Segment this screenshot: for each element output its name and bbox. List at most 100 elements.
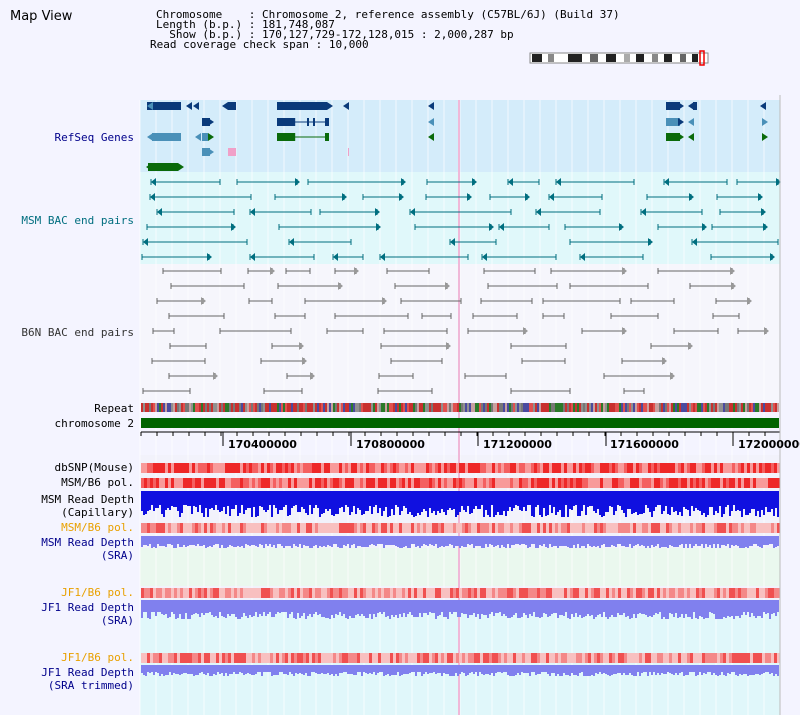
read-depth-bar xyxy=(629,536,631,544)
track-label-msm-b6-pol-2[interactable]: MSM/B6 pol. xyxy=(61,521,134,534)
read-depth-bar xyxy=(471,665,473,672)
read-depth-bar xyxy=(467,536,469,544)
read-depth-bar xyxy=(663,491,665,511)
track-label-b6n-bac[interactable]: B6N BAC end pairs xyxy=(21,326,134,339)
polymorphism-cell xyxy=(234,463,237,473)
polymorphism-cell xyxy=(687,588,690,598)
polymorphism-cell xyxy=(210,588,213,598)
polymorphism-cell xyxy=(465,478,468,488)
read-depth-bar xyxy=(317,491,319,508)
read-depth-bar xyxy=(463,600,465,614)
track-label-msm-depth-sra[interactable]: MSM Read Depth xyxy=(41,536,134,549)
strand-arrow xyxy=(178,163,184,171)
track-label-msm-b6-pol[interactable]: MSM/B6 pol. xyxy=(61,476,134,489)
read-depth-bar xyxy=(599,491,601,515)
polymorphism-cell xyxy=(663,463,666,473)
repeat-element xyxy=(149,403,151,412)
polymorphism-cell xyxy=(273,653,276,663)
polymorphism-cell xyxy=(645,653,648,663)
repeat-element xyxy=(335,403,337,412)
read-depth-bar xyxy=(673,536,675,547)
repeat-element xyxy=(639,403,641,412)
read-depth-bar xyxy=(561,491,563,517)
polymorphism-cell xyxy=(576,478,579,488)
polymorphism-cell xyxy=(447,478,450,488)
polymorphism-cell xyxy=(489,653,492,663)
read-depth-bar xyxy=(173,600,175,614)
polymorphism-cell xyxy=(351,588,354,598)
track-label-repeat[interactable]: Repeat xyxy=(94,402,134,415)
polymorphism-cell xyxy=(243,463,246,473)
polymorphism-cell xyxy=(498,463,501,473)
polymorphism-cell xyxy=(552,463,555,473)
polymorphism-cell xyxy=(594,653,597,663)
polymorphism-cell xyxy=(618,463,621,473)
read-depth-bar xyxy=(589,600,591,616)
read-depth-bar xyxy=(377,536,379,544)
polymorphism-cell xyxy=(726,523,729,533)
read-depth-bar xyxy=(553,600,555,613)
polymorphism-cell xyxy=(705,653,708,663)
polymorphism-cell xyxy=(279,523,282,533)
track-label-jf1-depth-sra[interactable]: JF1 Read Depth xyxy=(41,601,134,614)
polymorphism-cell xyxy=(528,523,531,533)
track-label-jf1-b6-pol[interactable]: JF1/B6 pol. xyxy=(61,586,134,599)
read-depth-bar xyxy=(337,491,339,514)
track-label-msm-depth-capillary[interactable]: MSM Read Depth xyxy=(41,493,134,506)
polymorphism-cell xyxy=(393,588,396,598)
track-label-jf1-b6-pol-2[interactable]: JF1/B6 pol. xyxy=(61,651,134,664)
polymorphism-cell xyxy=(501,463,504,473)
polymorphism-cell xyxy=(630,653,633,663)
read-depth-bar xyxy=(257,665,259,672)
track-label-jf1-depth-trimmed[interactable]: JF1 Read Depth xyxy=(41,666,134,679)
polymorphism-cell xyxy=(252,653,255,663)
read-depth-bar xyxy=(767,600,769,613)
polymorphism-cell xyxy=(432,653,435,663)
repeat-element xyxy=(221,403,223,412)
polymorphism-cell xyxy=(699,523,702,533)
track-label-msm-bac[interactable]: MSM BAC end pairs xyxy=(21,214,134,227)
polymorphism-cell xyxy=(204,463,207,473)
repeat-element xyxy=(737,403,739,412)
repeat-element xyxy=(189,403,191,412)
read-depth-bar xyxy=(275,536,277,548)
track-label-dbsnp[interactable]: dbSNP(Mouse) xyxy=(54,461,134,474)
read-depth-bar xyxy=(575,491,577,505)
read-depth-bar xyxy=(493,665,495,676)
read-depth-bar xyxy=(317,536,319,548)
polymorphism-cell xyxy=(165,463,168,473)
repeat-element xyxy=(269,403,271,412)
track-label-chromosome[interactable]: chromosome 2 xyxy=(54,417,134,430)
read-depth-bar xyxy=(303,491,305,509)
repeat-element xyxy=(543,403,545,412)
read-depth-bar xyxy=(633,665,635,676)
polymorphism-cell xyxy=(387,523,390,533)
read-depth-bar xyxy=(295,600,297,619)
polymorphism-cell xyxy=(738,523,741,533)
read-depth-bar xyxy=(555,491,557,515)
strand-arrow xyxy=(147,102,153,110)
length-value: 181,748,087 xyxy=(261,18,335,31)
read-depth-bar xyxy=(161,536,163,546)
read-depth-bar xyxy=(291,536,293,548)
polymorphism-cell xyxy=(480,653,483,663)
repeat-element xyxy=(359,403,361,412)
polymorphism-cell xyxy=(225,588,228,598)
polymorphism-cell xyxy=(159,463,162,473)
track-label-refseq[interactable]: RefSeq Genes xyxy=(54,131,134,144)
read-depth-bar xyxy=(559,665,561,676)
read-depth-bar xyxy=(269,536,271,544)
polymorphism-cell xyxy=(582,588,585,598)
read-depth-bar xyxy=(405,491,407,508)
polymorphism-cell xyxy=(423,588,426,598)
read-depth-bar xyxy=(383,536,385,548)
polymorphism-cell xyxy=(405,463,408,473)
read-depth-bar xyxy=(347,536,349,544)
read-depth-bar xyxy=(621,536,623,546)
read-depth-bar xyxy=(411,491,413,515)
read-depth-bar xyxy=(323,665,325,674)
polymorphism-cell xyxy=(570,463,573,473)
read-depth-bar xyxy=(443,600,445,617)
ideogram-band xyxy=(680,54,686,62)
